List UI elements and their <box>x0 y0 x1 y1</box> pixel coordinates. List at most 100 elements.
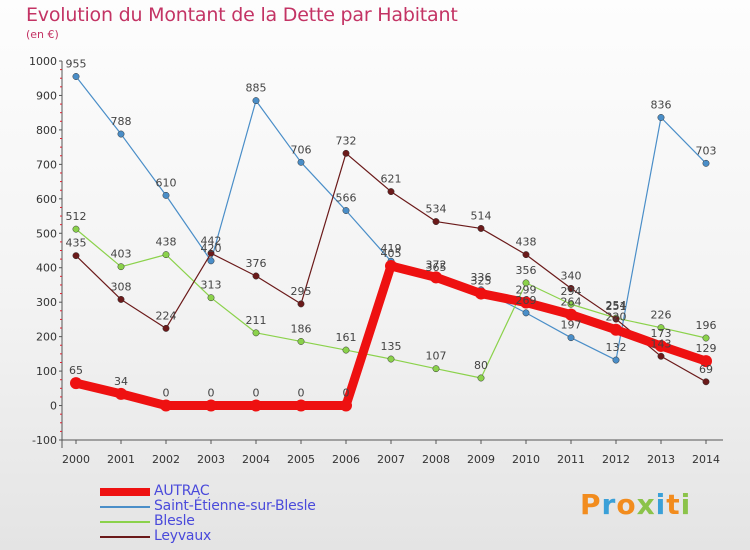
y-tick-label: 0 <box>50 400 57 413</box>
data-point <box>117 295 125 303</box>
data-point <box>700 355 712 368</box>
data-label: 365 <box>426 261 447 274</box>
x-tick-label: 2004 <box>242 453 270 466</box>
data-label: 135 <box>381 340 402 353</box>
data-label: 224 <box>156 309 177 322</box>
data-point <box>340 399 352 412</box>
data-point <box>610 323 622 336</box>
data-label: 438 <box>516 236 537 249</box>
data-point <box>72 252 80 260</box>
data-point <box>342 346 350 354</box>
data-point <box>702 334 710 342</box>
legend-label: Leyvaux <box>154 528 212 544</box>
legend-label: AUTRAC <box>154 483 210 499</box>
data-label: 220 <box>606 311 627 324</box>
data-point <box>342 149 350 157</box>
data-point <box>70 377 82 390</box>
data-point <box>702 378 710 386</box>
data-point <box>72 73 80 80</box>
data-point <box>295 399 307 412</box>
data-label: 621 <box>381 173 402 186</box>
data-point <box>387 355 395 363</box>
x-tick-label: 2011 <box>557 453 585 466</box>
data-label: 254 <box>606 299 627 312</box>
data-point <box>567 284 575 292</box>
data-label: 534 <box>426 203 447 216</box>
data-point <box>432 218 440 226</box>
data-label: 186 <box>291 322 312 335</box>
data-label: 566 <box>336 192 357 205</box>
y-tick-label: 1000 <box>29 55 57 68</box>
data-label: 211 <box>246 314 267 327</box>
data-label: 512 <box>66 210 87 223</box>
data-point <box>520 296 532 309</box>
x-tick-label: 2012 <box>602 453 630 466</box>
logo-letter: o <box>616 488 637 521</box>
data-point <box>657 352 665 360</box>
data-label: 0 <box>253 387 260 400</box>
x-tick-label: 2009 <box>467 453 495 466</box>
data-point <box>385 260 397 273</box>
data-label: 610 <box>156 176 177 189</box>
data-label: 0 <box>163 387 170 400</box>
data-label: 442 <box>201 234 222 247</box>
data-label: 0 <box>298 387 305 400</box>
data-point <box>387 188 395 196</box>
data-point <box>565 308 577 321</box>
legend-item: Blesle <box>100 513 400 529</box>
legend-item: Saint-Étienne-sur-Blesle <box>100 498 400 514</box>
data-point <box>297 338 305 345</box>
data-point <box>657 324 665 332</box>
data-label: 295 <box>291 285 312 298</box>
data-point <box>117 130 125 138</box>
data-label: 269 <box>516 294 537 307</box>
legend-swatch <box>100 488 150 496</box>
data-label: 173 <box>651 327 672 340</box>
data-point <box>207 294 215 302</box>
data-label: 732 <box>336 134 357 147</box>
data-label: 226 <box>651 309 672 322</box>
legend-swatch <box>100 536 150 538</box>
data-point <box>252 97 260 105</box>
legend-label: Saint-Étienne-sur-Blesle <box>154 498 316 514</box>
data-label: 107 <box>426 350 447 363</box>
data-point <box>612 356 620 364</box>
y-tick-label: 900 <box>36 89 57 102</box>
data-point <box>567 334 575 342</box>
legend-item: Leyvaux <box>100 528 400 544</box>
y-tick-label: 300 <box>36 296 57 309</box>
data-point <box>655 339 667 352</box>
data-point <box>117 263 125 271</box>
x-tick-label: 2013 <box>647 453 675 466</box>
proxiti-logo: Proxiti <box>580 488 691 521</box>
data-point <box>250 399 262 412</box>
data-label: 197 <box>561 319 582 332</box>
data-point <box>612 315 620 323</box>
chart-subtitle: (en €) <box>26 28 59 41</box>
data-point <box>522 251 530 259</box>
data-label: 356 <box>516 264 537 277</box>
data-point <box>432 365 440 373</box>
x-tick-label: 2006 <box>332 453 360 466</box>
data-point <box>162 251 170 259</box>
logo-letter: i <box>655 488 667 521</box>
data-point <box>160 399 172 412</box>
data-label: 143 <box>651 337 672 350</box>
y-tick-label: 800 <box>36 124 57 137</box>
data-label: 34 <box>114 375 128 388</box>
data-label: 132 <box>606 341 627 354</box>
x-tick-label: 2005 <box>287 453 315 466</box>
data-point <box>205 399 217 412</box>
series-line <box>71 261 711 411</box>
data-label: 420 <box>201 242 222 255</box>
data-label: 196 <box>696 319 717 332</box>
data-label: 336 <box>471 271 492 284</box>
legend-item: AUTRAC <box>100 483 400 499</box>
y-tick-label: 700 <box>36 158 57 171</box>
data-label: 161 <box>336 331 357 344</box>
data-point <box>657 114 665 121</box>
y-tick-label: -100 <box>32 434 57 447</box>
data-label: 703 <box>696 144 717 157</box>
data-point <box>567 300 575 308</box>
